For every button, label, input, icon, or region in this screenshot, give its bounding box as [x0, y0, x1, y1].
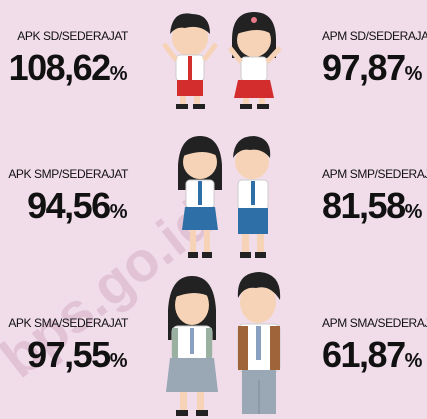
value-number: 61,87	[322, 334, 405, 375]
indicator-label: APM SD/SEDERAJAT	[322, 29, 427, 43]
indicator-label: APM SMA/SEDERAJAT	[322, 316, 427, 330]
value-number: 94,56	[27, 185, 110, 226]
value-number: 108,62	[9, 47, 111, 88]
value-unit: %	[110, 201, 128, 223]
value-number: 97,87	[322, 47, 405, 88]
value-unit: %	[405, 350, 423, 372]
indicator-label: APK SD/SEDERAJAT	[17, 29, 129, 43]
value-number: 97,55	[27, 334, 111, 375]
value-number: 81,58	[322, 185, 405, 226]
indicator-label: APK SMP/SEDERAJAT	[8, 167, 129, 181]
sma-boy	[238, 272, 280, 414]
value-unit: %	[405, 63, 423, 85]
indicator-label: APM SMP/SEDERAJAT	[322, 167, 427, 181]
value-unit: %	[110, 63, 128, 85]
indicator-label: APK SMA/SEDERAJAT	[8, 316, 129, 330]
value-unit: %	[405, 201, 423, 223]
value-unit: %	[110, 350, 128, 372]
infographic: bps.go.id	[0, 0, 427, 419]
